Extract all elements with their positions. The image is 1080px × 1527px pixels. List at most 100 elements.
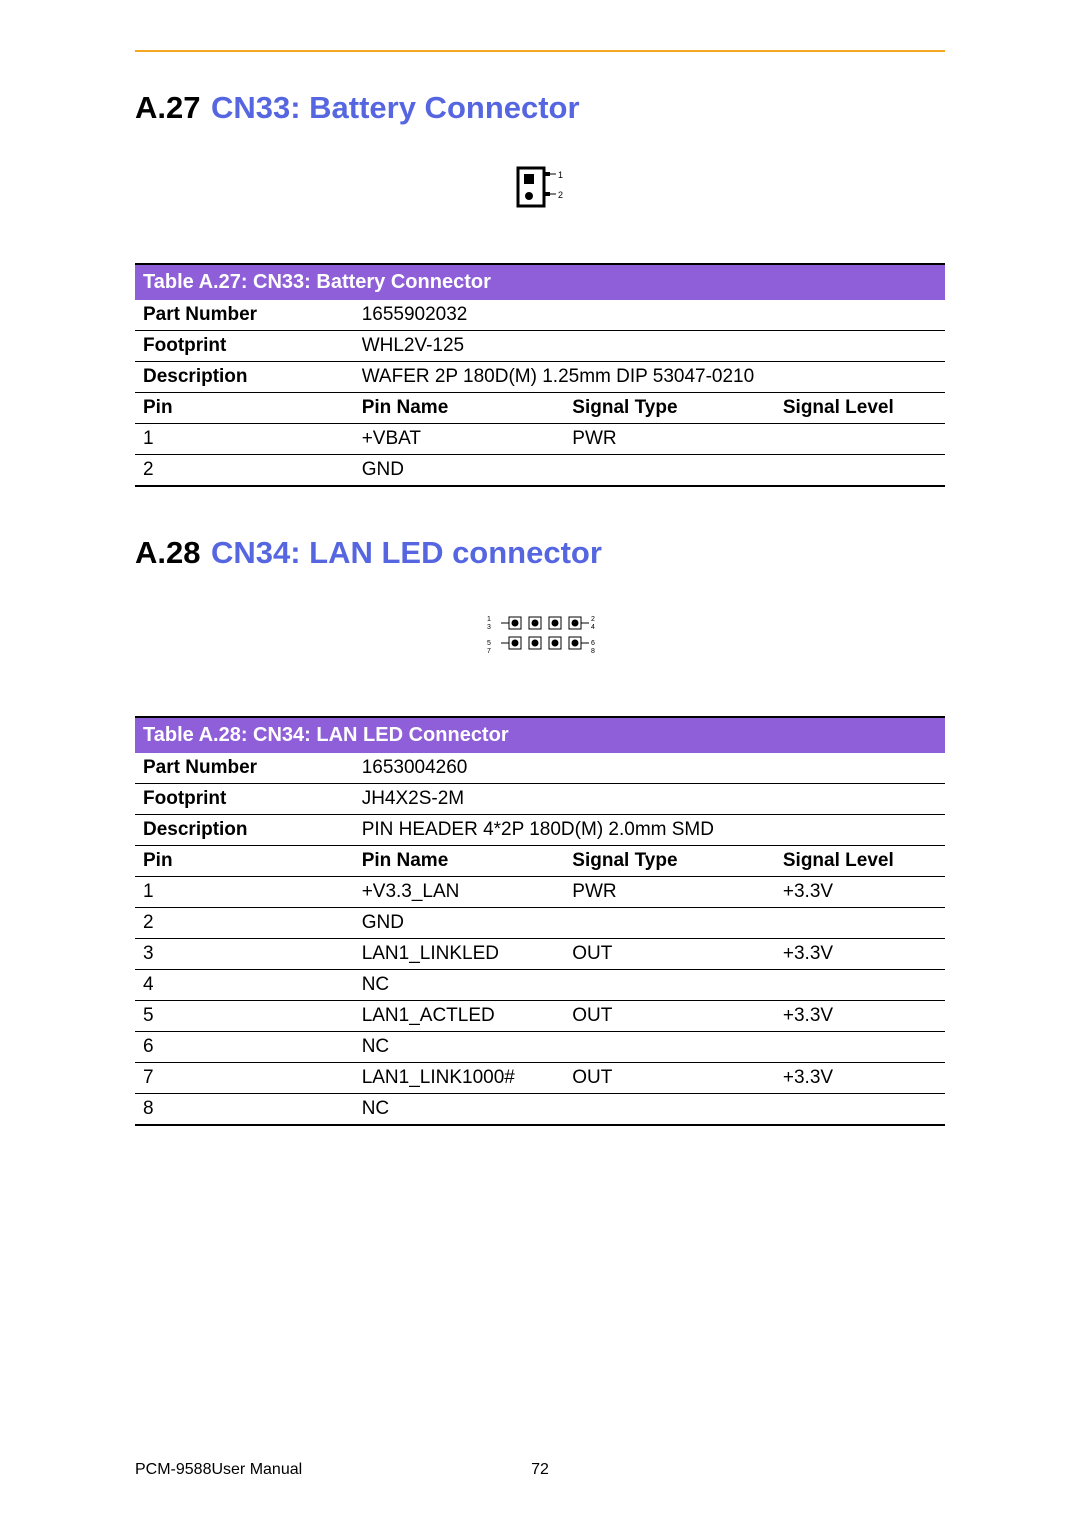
table-row: Footprint WHL2V-125 <box>135 331 945 362</box>
pin-name-cell: LAN1_ACTLED <box>354 1001 565 1032</box>
pin-name-cell: +VBAT <box>354 424 565 455</box>
svg-text:4: 4 <box>591 624 595 631</box>
col-pin-name: Pin Name <box>354 393 565 424</box>
footprint-value: JH4X2S-2M <box>354 784 945 815</box>
part-number-label: Part Number <box>135 300 354 331</box>
table-row: 3 LAN1_LINKLED OUT +3.3V <box>135 939 945 970</box>
pin-header-row: Pin Pin Name Signal Type Signal Level <box>135 846 945 877</box>
signal-type-cell: OUT <box>564 939 775 970</box>
table-row: Description PIN HEADER 4*2P 180D(M) 2.0m… <box>135 815 945 846</box>
pin-cell: 1 <box>135 424 354 455</box>
pin-name-cell: LAN1_LINK1000# <box>354 1063 565 1094</box>
signal-type-cell <box>564 1094 775 1126</box>
description-label: Description <box>135 815 354 846</box>
part-number-label: Part Number <box>135 753 354 784</box>
svg-text:6: 6 <box>591 640 595 647</box>
signal-level-cell <box>775 1094 945 1126</box>
pin-cell: 6 <box>135 1032 354 1063</box>
table-row: 7 LAN1_LINK1000# OUT +3.3V <box>135 1063 945 1094</box>
footer-manual: PCM-9588User Manual <box>135 1461 302 1479</box>
connector-diagram-a27: 1 2 <box>135 166 945 213</box>
pin-name-cell: LAN1_LINKLED <box>354 939 565 970</box>
col-pin: Pin <box>135 393 354 424</box>
table-row: Part Number 1655902032 <box>135 300 945 331</box>
table-row: Part Number 1653004260 <box>135 753 945 784</box>
pin-header-row: Pin Pin Name Signal Type Signal Level <box>135 393 945 424</box>
table-a28: Table A.28: CN34: LAN LED Connector Part… <box>135 716 945 1126</box>
top-horizontal-rule <box>135 50 945 52</box>
signal-level-cell: +3.3V <box>775 877 945 908</box>
table-row: 2 GND <box>135 455 945 487</box>
battery-connector-icon: 1 2 <box>516 166 564 208</box>
section-a27-heading: A.27 CN33: Battery Connector <box>135 90 945 126</box>
pin-cell: 5 <box>135 1001 354 1032</box>
signal-level-cell <box>775 1032 945 1063</box>
pin-name-cell: NC <box>354 970 565 1001</box>
svg-text:2: 2 <box>591 616 595 623</box>
section-number: A.28 <box>135 535 200 570</box>
table-row: 1 +V3.3_LAN PWR +3.3V <box>135 877 945 908</box>
col-signal-type: Signal Type <box>564 846 775 877</box>
signal-type-cell <box>564 908 775 939</box>
svg-text:3: 3 <box>487 624 491 631</box>
table-a27: Table A.27: CN33: Battery Connector Part… <box>135 263 945 487</box>
table-row: 4 NC <box>135 970 945 1001</box>
svg-text:7: 7 <box>487 648 491 655</box>
pin-name-cell: NC <box>354 1094 565 1126</box>
table-row: Description WAFER 2P 180D(M) 1.25mm DIP … <box>135 362 945 393</box>
signal-level-cell: +3.3V <box>775 1063 945 1094</box>
description-value: WAFER 2P 180D(M) 1.25mm DIP 53047-0210 <box>354 362 945 393</box>
part-number-value: 1655902032 <box>354 300 945 331</box>
footprint-label: Footprint <box>135 331 354 362</box>
pin-cell: 2 <box>135 908 354 939</box>
section-title: CN33: Battery Connector <box>211 90 580 125</box>
footprint-value: WHL2V-125 <box>354 331 945 362</box>
signal-level-cell <box>775 908 945 939</box>
section-number: A.27 <box>135 90 200 125</box>
col-signal-level: Signal Level <box>775 393 945 424</box>
table-row: Footprint JH4X2S-2M <box>135 784 945 815</box>
connector-diagram-a28: 1 3 5 7 2 4 6 8 <box>135 611 945 666</box>
svg-text:1: 1 <box>558 170 563 180</box>
table-row: 8 NC <box>135 1094 945 1126</box>
section-a28-heading: A.28 CN34: LAN LED connector <box>135 535 945 571</box>
svg-text:1: 1 <box>487 616 491 623</box>
pin-cell: 4 <box>135 970 354 1001</box>
pin-cell: 2 <box>135 455 354 487</box>
svg-text:8: 8 <box>591 648 595 655</box>
signal-level-cell: +3.3V <box>775 939 945 970</box>
description-label: Description <box>135 362 354 393</box>
signal-level-cell <box>775 455 945 487</box>
col-pin-name: Pin Name <box>354 846 565 877</box>
table-title-row: Table A.27: CN33: Battery Connector <box>135 264 945 300</box>
signal-type-cell <box>564 970 775 1001</box>
signal-level-cell: +3.3V <box>775 1001 945 1032</box>
signal-type-cell: PWR <box>564 424 775 455</box>
pin-name-cell: GND <box>354 455 565 487</box>
table-row: 1 +VBAT PWR <box>135 424 945 455</box>
pin-cell: 8 <box>135 1094 354 1126</box>
pin-cell: 1 <box>135 877 354 908</box>
col-pin: Pin <box>135 846 354 877</box>
signal-level-cell <box>775 424 945 455</box>
section-title: CN34: LAN LED connector <box>211 535 602 570</box>
pin-name-cell: NC <box>354 1032 565 1063</box>
table-title: Table A.28: CN34: LAN LED Connector <box>135 717 945 753</box>
lan-led-connector-icon: 1 3 5 7 2 4 6 8 <box>485 611 595 661</box>
pin-cell: 3 <box>135 939 354 970</box>
description-value: PIN HEADER 4*2P 180D(M) 2.0mm SMD <box>354 815 945 846</box>
page-footer: PCM-9588User Manual 72 <box>135 1461 945 1479</box>
part-number-value: 1653004260 <box>354 753 945 784</box>
table-row: 5 LAN1_ACTLED OUT +3.3V <box>135 1001 945 1032</box>
signal-level-cell <box>775 970 945 1001</box>
signal-type-cell: PWR <box>564 877 775 908</box>
footer-page-number: 72 <box>531 1461 549 1479</box>
table-row: 6 NC <box>135 1032 945 1063</box>
signal-type-cell <box>564 455 775 487</box>
col-signal-type: Signal Type <box>564 393 775 424</box>
footprint-label: Footprint <box>135 784 354 815</box>
table-title-row: Table A.28: CN34: LAN LED Connector <box>135 717 945 753</box>
pin-name-cell: +V3.3_LAN <box>354 877 565 908</box>
table-row: 2 GND <box>135 908 945 939</box>
pin-name-cell: GND <box>354 908 565 939</box>
